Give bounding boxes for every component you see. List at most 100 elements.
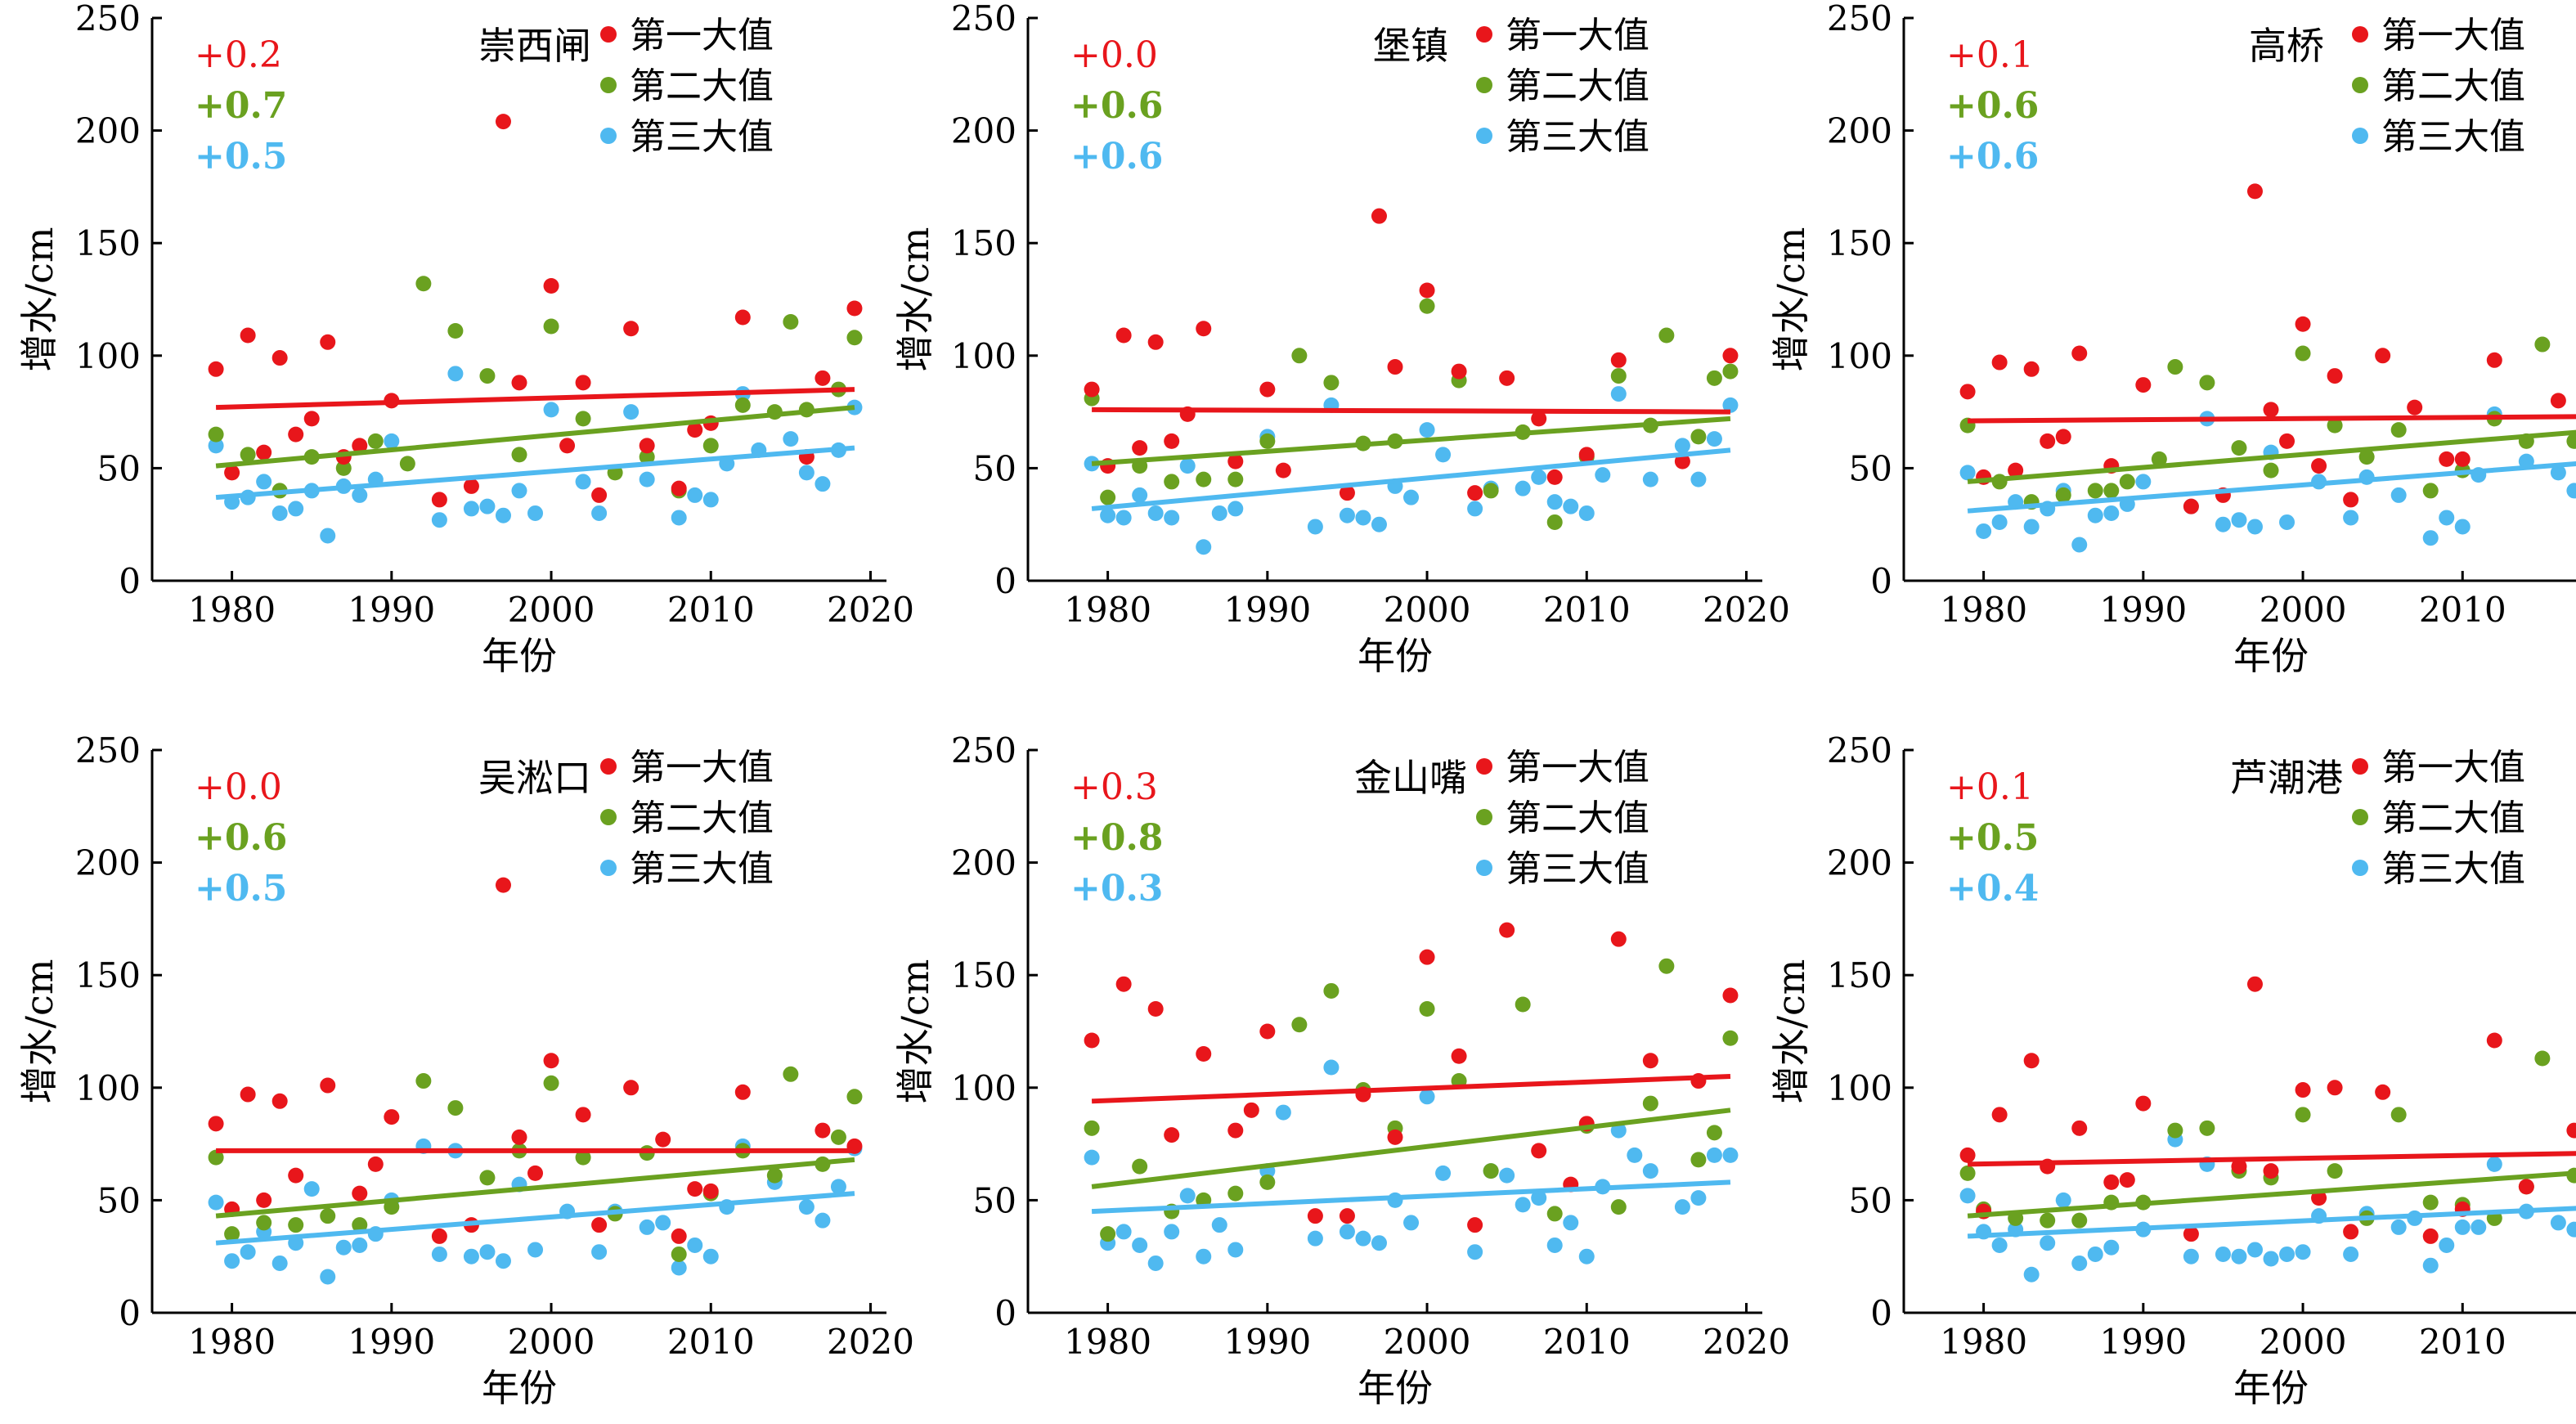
y-axis-title: 增水/cm	[893, 959, 937, 1104]
data-point-3	[463, 1248, 479, 1265]
trend-line-3	[1967, 461, 2576, 514]
y-tick-label: 150	[75, 223, 141, 263]
data-point-3	[352, 487, 368, 503]
data-point-3	[320, 528, 336, 544]
trend-line-1	[216, 387, 855, 411]
data-point-1	[2486, 1032, 2502, 1049]
data-point-3	[352, 1237, 368, 1253]
data-point-1	[2375, 348, 2391, 364]
y-tick-label: 100	[75, 336, 141, 376]
data-point-1	[575, 375, 591, 391]
data-point-1	[1578, 447, 1595, 463]
data-point-3	[1578, 1248, 1595, 1265]
data-point-1	[1307, 1208, 1323, 1224]
x-axis-title: 年份	[1358, 634, 1433, 678]
data-point-2	[575, 411, 591, 427]
data-layer	[208, 114, 863, 544]
data-point-1	[591, 1217, 608, 1233]
data-point-2	[1227, 1185, 1244, 1202]
data-point-3	[815, 476, 831, 492]
data-point-3	[2550, 465, 2566, 481]
data-point-2	[543, 318, 559, 335]
x-tick-label: 1980	[188, 1322, 276, 1362]
data-point-3	[1179, 1188, 1196, 1204]
data-point-2	[2390, 1107, 2407, 1123]
data-point-3	[527, 505, 544, 521]
data-point-1	[1259, 1023, 1276, 1040]
data-point-2	[1100, 489, 1116, 505]
legend-label: 第二大值	[630, 65, 774, 107]
data-point-2	[2071, 1212, 2088, 1229]
x-axis-title: 年份	[482, 1366, 557, 1410]
trend-line-1	[1968, 1151, 2576, 1167]
legend-marker	[600, 758, 617, 775]
x-tick-label: 1980	[1940, 1322, 2027, 1362]
y-tick-label: 200	[1827, 843, 1892, 883]
data-point-3	[2055, 1192, 2071, 1208]
data-point-3	[798, 1199, 815, 1215]
legend-marker	[1476, 809, 1492, 825]
data-point-1	[671, 1228, 687, 1244]
data-point-3	[1674, 1199, 1690, 1215]
data-point-3	[1371, 1235, 1387, 1251]
data-point-3	[1578, 505, 1595, 521]
data-point-1	[495, 877, 511, 893]
data-point-3	[2071, 1255, 2088, 1271]
data-point-1	[1499, 370, 1515, 386]
data-point-3	[1147, 505, 1164, 521]
trend-rate-label: +0.7	[195, 85, 287, 127]
data-point-1	[2103, 1174, 2120, 1190]
data-point-3	[2263, 1251, 2279, 1267]
station-name: 高桥	[2249, 24, 2324, 68]
data-point-1	[303, 411, 320, 427]
data-point-3	[208, 1194, 224, 1211]
data-point-3	[2471, 1219, 2487, 1235]
data-point-3	[1467, 1244, 1483, 1260]
data-point-1	[1722, 987, 1739, 1004]
data-point-2	[1259, 433, 1276, 449]
legend-label: 第三大值	[2381, 848, 2525, 890]
data-point-1	[208, 361, 224, 377]
data-point-1	[288, 1167, 304, 1184]
data-point-1	[1419, 282, 1435, 299]
data-point-3	[1307, 1230, 1323, 1247]
data-point-3	[495, 1253, 511, 1269]
trend-rate-label: +0.5	[1946, 817, 2039, 859]
legend-marker	[600, 860, 617, 876]
data-point-3	[1610, 1122, 1627, 1139]
trend-line-2	[215, 1157, 855, 1219]
data-point-1	[431, 1228, 447, 1244]
data-point-1	[288, 426, 304, 442]
y-tick-label: 200	[75, 111, 141, 151]
x-tick-label: 1990	[1223, 590, 1311, 630]
data-point-2	[846, 1089, 863, 1105]
y-tick-label: 200	[1827, 111, 1892, 151]
data-point-1	[2343, 492, 2359, 508]
data-point-2	[2055, 487, 2071, 503]
data-point-2	[1291, 348, 1308, 364]
station-name: 堡镇	[1373, 24, 1448, 68]
data-point-2	[208, 426, 224, 442]
data-point-3	[479, 498, 496, 514]
data-point-3	[2279, 514, 2296, 530]
data-point-3	[702, 492, 719, 508]
data-point-3	[1196, 1248, 1212, 1265]
data-point-3	[431, 512, 447, 528]
legend-label: 第二大值	[2381, 65, 2525, 107]
data-point-1	[272, 350, 288, 366]
data-point-2	[2422, 1194, 2439, 1211]
y-axis-title: 增水/cm	[17, 227, 61, 372]
data-point-1	[2327, 368, 2343, 384]
data-point-3	[1227, 1242, 1244, 1258]
data-point-3	[272, 505, 288, 521]
data-point-3	[2343, 510, 2359, 526]
data-point-2	[415, 276, 432, 292]
data-point-1	[2040, 433, 2056, 449]
data-point-3	[303, 1181, 320, 1197]
data-point-2	[1227, 471, 1244, 487]
data-point-2	[639, 449, 655, 465]
y-tick-label: 100	[1827, 1068, 1892, 1108]
data-point-2	[1164, 474, 1180, 490]
data-point-1	[1243, 1102, 1259, 1118]
data-point-1	[543, 277, 559, 294]
